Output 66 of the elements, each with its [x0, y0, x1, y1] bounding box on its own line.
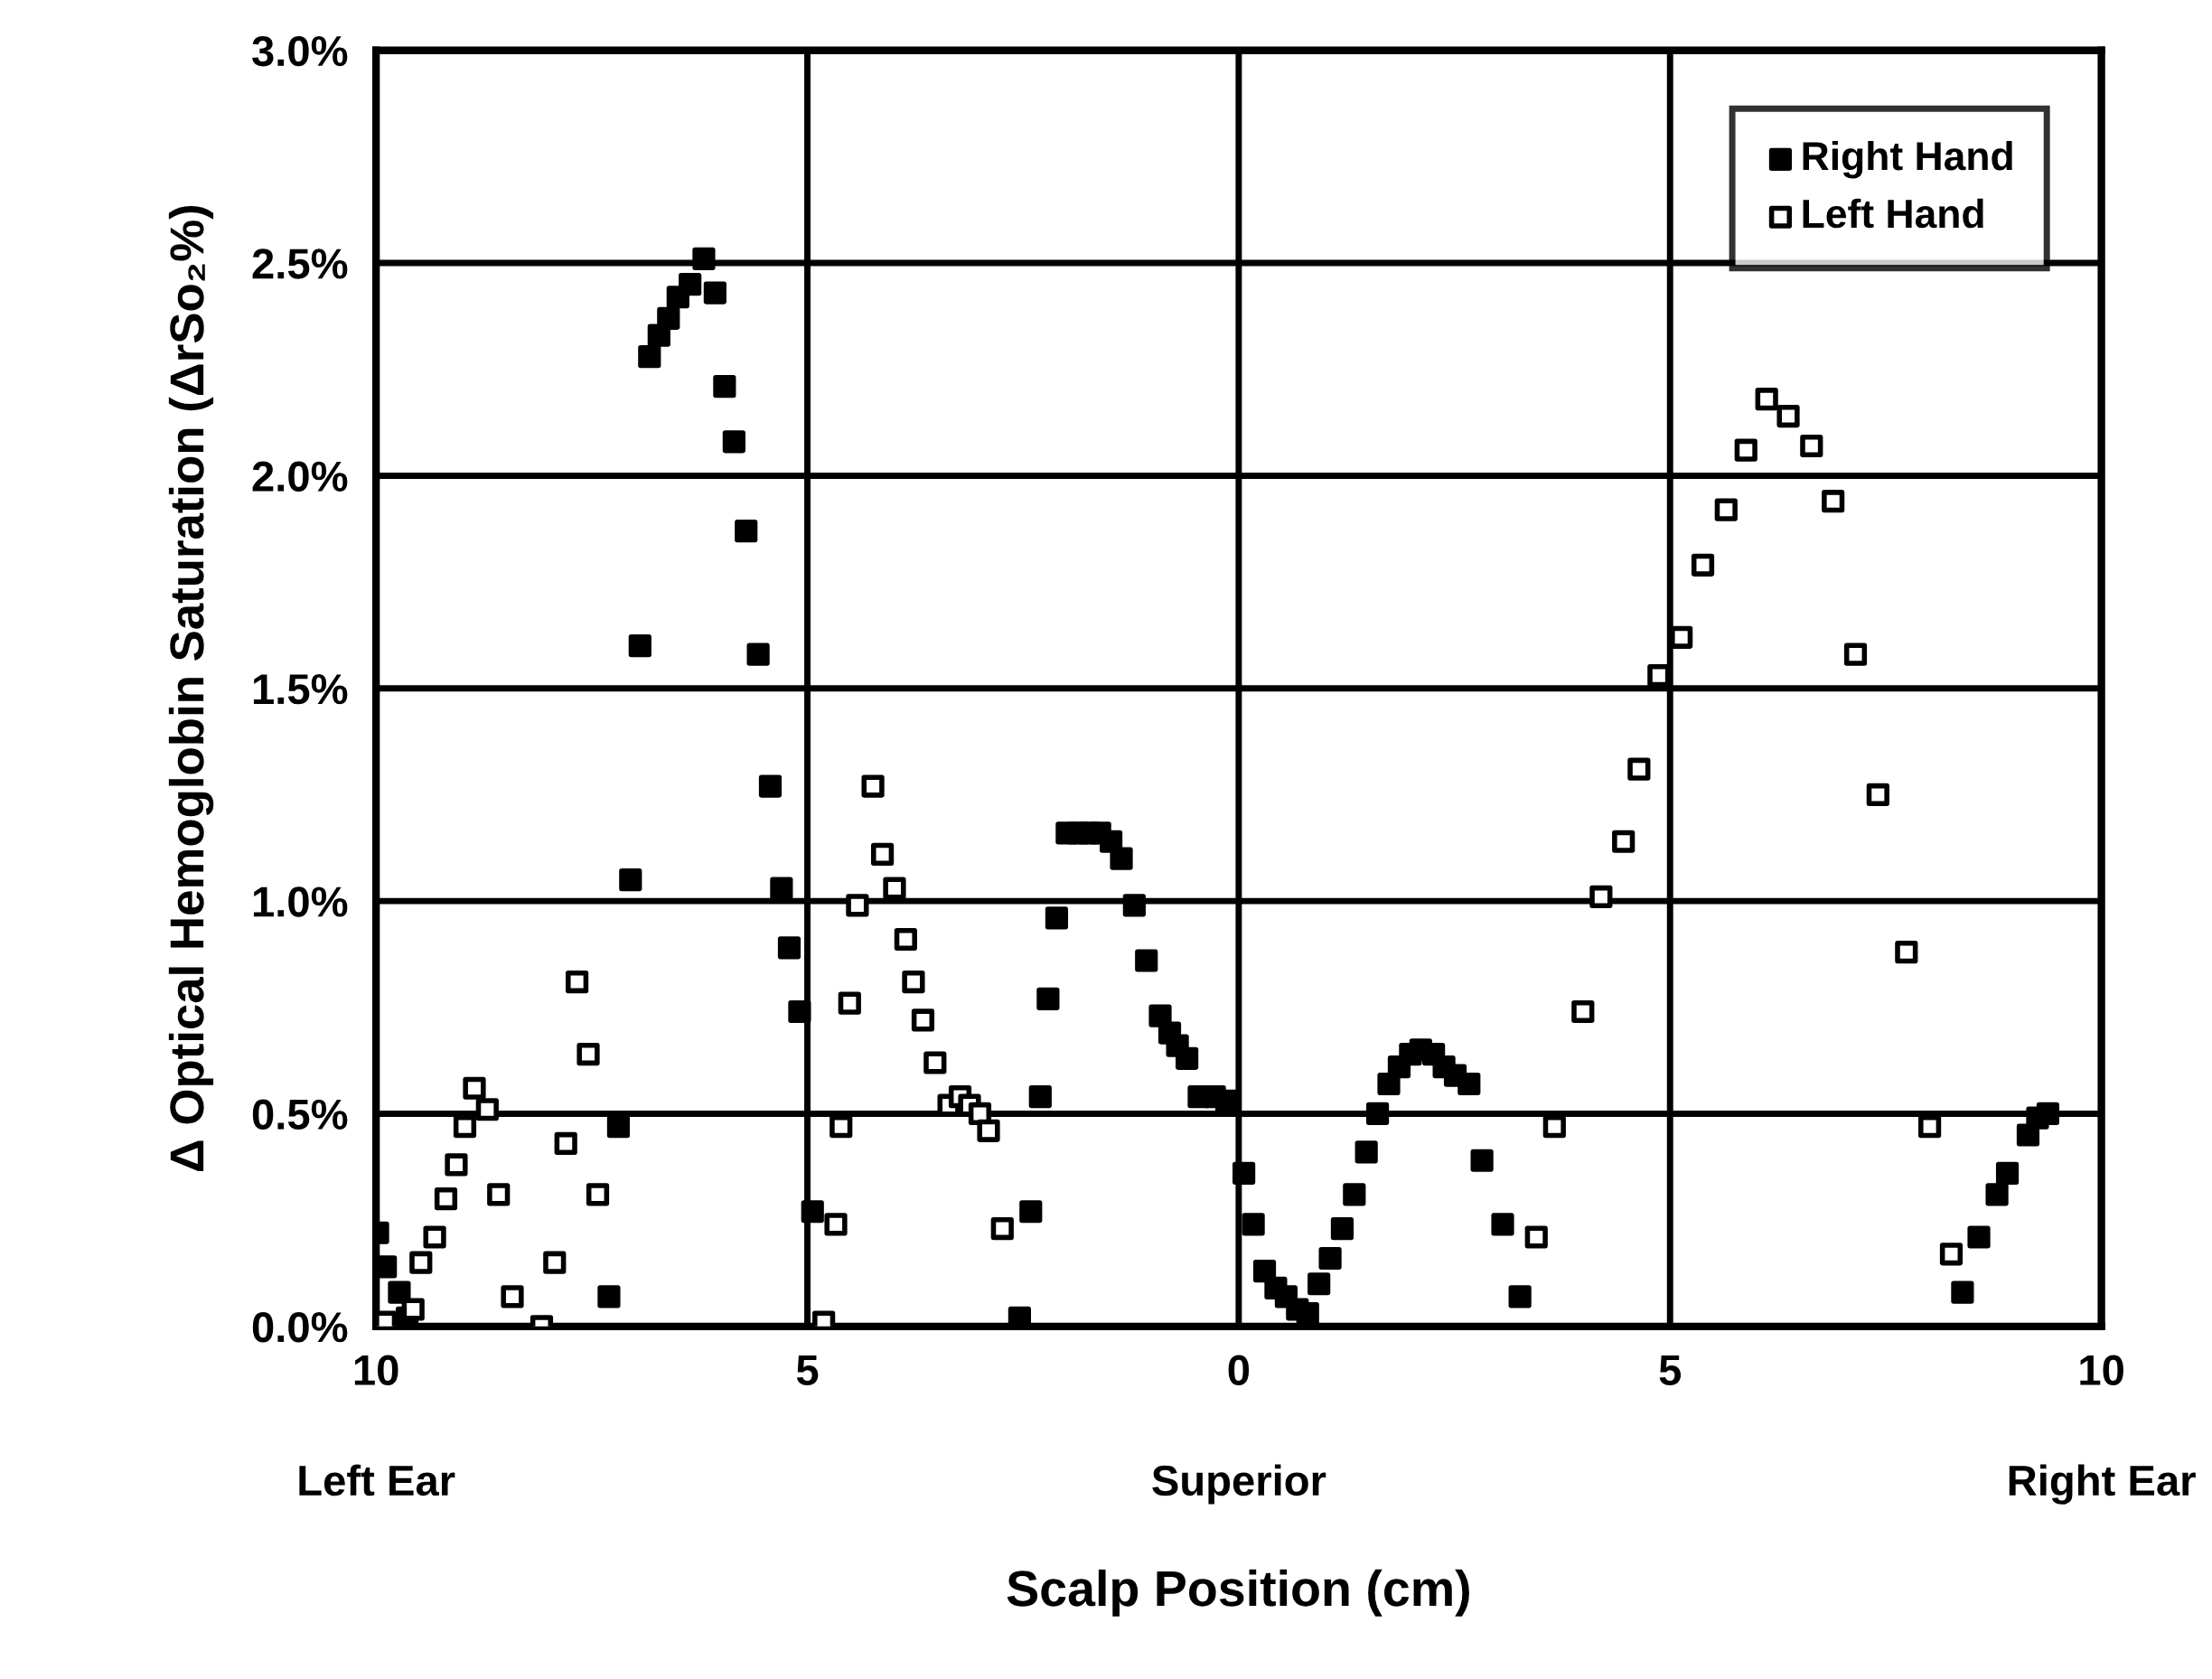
legend-label: Right Hand [1803, 140, 2012, 179]
point [902, 970, 925, 994]
point [463, 1076, 486, 1100]
point [977, 1119, 1000, 1142]
x-axis-title: Scalp Position (cm) [1007, 1569, 1469, 1617]
point [409, 1251, 433, 1274]
point [576, 1042, 600, 1066]
point [487, 1183, 511, 1206]
y-tick-label: 1.0% [253, 886, 348, 917]
y-axis-title: Δ Optical Hemoglobin Saturation (ΔrSo₂%) [168, 205, 214, 1172]
x-tick-label: 5 [1659, 1355, 1682, 1386]
point [453, 1114, 477, 1139]
point [1571, 999, 1595, 1024]
text: Left Ear [299, 1464, 455, 1496]
point [846, 894, 869, 917]
legend-label: Left Hand [1803, 198, 1983, 229]
point [1670, 625, 1693, 649]
y-tick-label: 0.5% [252, 1099, 348, 1130]
x-tick-label: 0 [1228, 1355, 1250, 1386]
x-tick-label: 10 [354, 1355, 398, 1386]
point [1524, 1225, 1548, 1249]
point [586, 1183, 610, 1206]
point [830, 1114, 853, 1139]
point [883, 877, 906, 900]
point [1843, 643, 1868, 666]
point [434, 1187, 458, 1211]
point [401, 1298, 425, 1321]
x-tick-label: 5 [796, 1355, 819, 1386]
y-tick-label: 2.0% [252, 461, 348, 492]
point [423, 1225, 446, 1249]
point [1755, 388, 1778, 411]
point [1918, 1114, 1942, 1139]
y-tick-label: 1.5% [253, 674, 348, 705]
point [1542, 1114, 1566, 1139]
y-tick-label: 0.0% [252, 1311, 348, 1343]
point [861, 774, 885, 798]
point [838, 991, 861, 1015]
point [894, 927, 917, 952]
point [501, 1285, 524, 1308]
point [1776, 404, 1800, 428]
point [1589, 885, 1613, 909]
y-tick-label: 3.0% [252, 35, 348, 67]
point [1734, 438, 1757, 462]
point [1895, 941, 1918, 964]
point [445, 1153, 468, 1177]
point [1866, 783, 1889, 807]
point [475, 1098, 499, 1121]
point [543, 1251, 567, 1274]
point [554, 1131, 577, 1156]
point [923, 1051, 947, 1074]
point [1714, 498, 1738, 521]
x-tick-label: 10 [2080, 1355, 2123, 1386]
point [1691, 553, 1715, 577]
point [870, 842, 895, 866]
point [990, 1216, 1014, 1241]
point [1939, 1243, 1964, 1266]
point [824, 1213, 848, 1236]
text: Right Ear [2009, 1464, 2196, 1505]
point [566, 970, 589, 994]
point [1822, 490, 1845, 513]
point [1627, 757, 1651, 781]
text: Superior [1152, 1464, 1326, 1505]
point [911, 1008, 935, 1032]
y-tick-label: 2.5% [252, 249, 348, 279]
point [1612, 830, 1636, 853]
point [1800, 434, 1823, 458]
